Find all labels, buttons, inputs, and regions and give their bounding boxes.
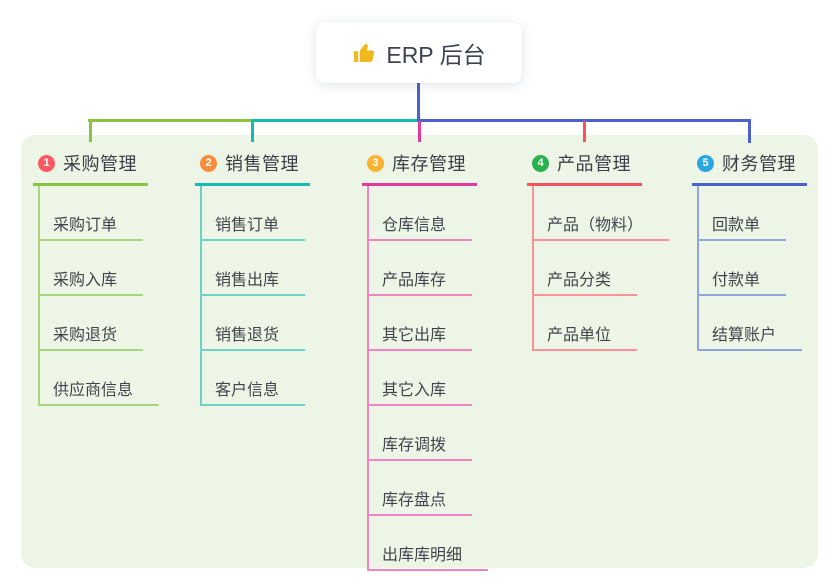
drop-line-branch4 [583, 121, 586, 142]
node-item[interactable]: 产品分类 [534, 241, 638, 296]
bus-segment-green [88, 119, 252, 122]
branch-finance: 5 财务管理 回款单 付款单 结算账户 [692, 147, 807, 351]
drop-line-branch5 [748, 119, 751, 143]
branch-header-product[interactable]: 4 产品管理 [527, 147, 642, 186]
node-item[interactable]: 产品库存 [369, 241, 473, 296]
mindmap-canvas-panel [21, 135, 818, 568]
branch-children: 采购订单 采购入库 采购退货 供应商信息 [38, 186, 160, 406]
badge-4-icon: 4 [532, 154, 549, 172]
node-item[interactable]: 销售订单 [202, 186, 306, 241]
branch-label: 产品管理 [557, 154, 631, 174]
node-item[interactable]: 采购订单 [40, 186, 144, 241]
branch-label: 财务管理 [722, 154, 796, 174]
node-item[interactable]: 其它入库 [369, 351, 473, 406]
node-item[interactable]: 付款单 [699, 241, 787, 296]
node-item[interactable]: 客户信息 [202, 351, 306, 406]
node-item[interactable]: 采购入库 [40, 241, 144, 296]
branch-children: 产品（物料） 产品分类 产品单位 [532, 186, 670, 351]
thumbs-up-icon [352, 41, 376, 65]
node-item[interactable]: 出库库明细 [369, 516, 489, 571]
bus-segment-blue [417, 119, 750, 122]
node-item[interactable]: 供应商信息 [40, 351, 160, 406]
branch-header-finance[interactable]: 5 财务管理 [692, 147, 807, 186]
branch-product: 4 产品管理 产品（物料） 产品分类 产品单位 [527, 147, 670, 351]
badge-3-icon: 3 [367, 154, 384, 172]
branch-inventory: 3 库存管理 仓库信息 产品库存 其它出库 其它入库 库存调拨 库存盘点 出库库… [362, 147, 489, 571]
node-item[interactable]: 其它出库 [369, 296, 473, 351]
bus-segment-teal [252, 119, 418, 122]
branch-label: 销售管理 [225, 154, 299, 174]
badge-2-icon: 2 [200, 154, 217, 172]
branch-children: 销售订单 销售出库 销售退货 客户信息 [200, 186, 310, 406]
branch-header-sales[interactable]: 2 销售管理 [195, 147, 310, 186]
branch-label: 库存管理 [392, 154, 466, 174]
root-connector-line [417, 82, 420, 120]
branch-children: 回款单 付款单 结算账户 [697, 186, 807, 351]
node-item[interactable]: 产品（物料） [534, 186, 670, 241]
node-item[interactable]: 采购退货 [40, 296, 144, 351]
drop-line-branch2 [251, 119, 254, 142]
drop-line-branch1 [89, 119, 92, 142]
badge-5-icon: 5 [697, 154, 714, 172]
node-item[interactable]: 销售出库 [202, 241, 306, 296]
root-node-label: ERP 后台 [386, 41, 486, 68]
branch-purchase: 1 采购管理 采购订单 采购入库 采购退货 供应商信息 [33, 147, 160, 406]
node-item[interactable]: 库存调拨 [369, 406, 473, 461]
branch-children: 仓库信息 产品库存 其它出库 其它入库 库存调拨 库存盘点 出库库明细 [367, 186, 489, 571]
node-item[interactable]: 库存盘点 [369, 461, 473, 516]
root-node[interactable]: ERP 后台 [316, 22, 522, 83]
branch-header-inventory[interactable]: 3 库存管理 [362, 147, 477, 186]
node-item[interactable]: 仓库信息 [369, 186, 473, 241]
branch-label: 采购管理 [63, 154, 137, 174]
branch-header-purchase[interactable]: 1 采购管理 [33, 147, 148, 186]
node-item[interactable]: 产品单位 [534, 296, 638, 351]
node-item[interactable]: 销售退货 [202, 296, 306, 351]
drop-line-branch3 [418, 121, 421, 142]
branch-sales: 2 销售管理 销售订单 销售出库 销售退货 客户信息 [195, 147, 310, 406]
node-item[interactable]: 回款单 [699, 186, 787, 241]
badge-1-icon: 1 [38, 154, 55, 172]
node-item[interactable]: 结算账户 [699, 296, 803, 351]
